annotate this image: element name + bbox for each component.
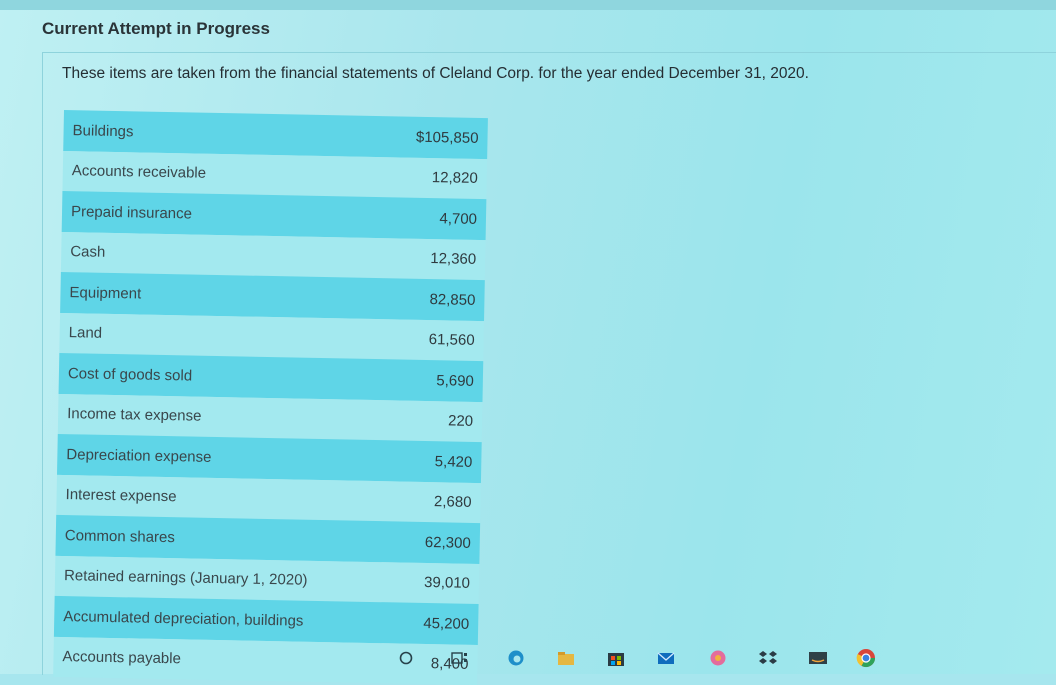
dropbox-icon[interactable] xyxy=(758,648,778,668)
item-label: Interest expense xyxy=(65,486,177,506)
photos-icon[interactable] xyxy=(708,648,728,668)
task-view-icon[interactable] xyxy=(450,648,470,668)
chrome-icon[interactable] xyxy=(856,648,876,668)
item-label: Cost of goods sold xyxy=(67,364,193,385)
question-intro: These items are taken from the financial… xyxy=(62,65,809,82)
item-label: Land xyxy=(68,324,103,343)
store-icon[interactable] xyxy=(606,648,626,668)
item-amount: 2,680 xyxy=(433,493,472,512)
item-label: Buildings xyxy=(72,121,134,141)
item-label: Accounts payable xyxy=(62,648,182,668)
top-strip xyxy=(0,0,1056,10)
item-amount: 39,010 xyxy=(423,574,471,593)
item-amount: 12,360 xyxy=(430,250,477,269)
edge-icon[interactable] xyxy=(506,648,526,668)
mail-icon[interactable] xyxy=(656,648,676,668)
item-amount: $105,850 xyxy=(415,128,479,147)
item-amount: 4,700 xyxy=(439,209,478,228)
item-amount: 5,690 xyxy=(436,371,475,390)
item-amount: 82,850 xyxy=(429,290,476,309)
item-label: Cash xyxy=(70,243,106,262)
item-label: Common shares xyxy=(64,526,176,546)
item-label: Income tax expense xyxy=(67,405,202,425)
file-explorer-icon[interactable] xyxy=(556,648,576,668)
item-label: Prepaid insurance xyxy=(70,202,193,223)
item-amount: 12,820 xyxy=(431,169,478,188)
item-amount: 61,560 xyxy=(428,331,475,350)
question-panel xyxy=(42,52,1056,675)
amazon-icon[interactable] xyxy=(808,648,828,668)
item-label: Accounts receivable xyxy=(71,162,207,182)
item-amount: 220 xyxy=(447,412,474,431)
item-amount: 62,300 xyxy=(424,533,471,552)
item-label: Depreciation expense xyxy=(66,445,212,466)
windows-taskbar xyxy=(396,640,896,674)
item-label: Equipment xyxy=(69,283,142,303)
item-amount: 45,200 xyxy=(423,614,470,633)
attempt-title: Current Attempt in Progress xyxy=(42,19,270,38)
item-amount: 5,420 xyxy=(434,452,473,471)
financial-items-table: Buildings $105,850 Accounts receivable 12,… xyxy=(53,110,488,685)
item-label: Accumulated depreciation, buildings xyxy=(63,607,304,630)
item-label: Retained earnings (January 1, 2020) xyxy=(63,567,308,590)
search-icon[interactable] xyxy=(396,648,416,668)
